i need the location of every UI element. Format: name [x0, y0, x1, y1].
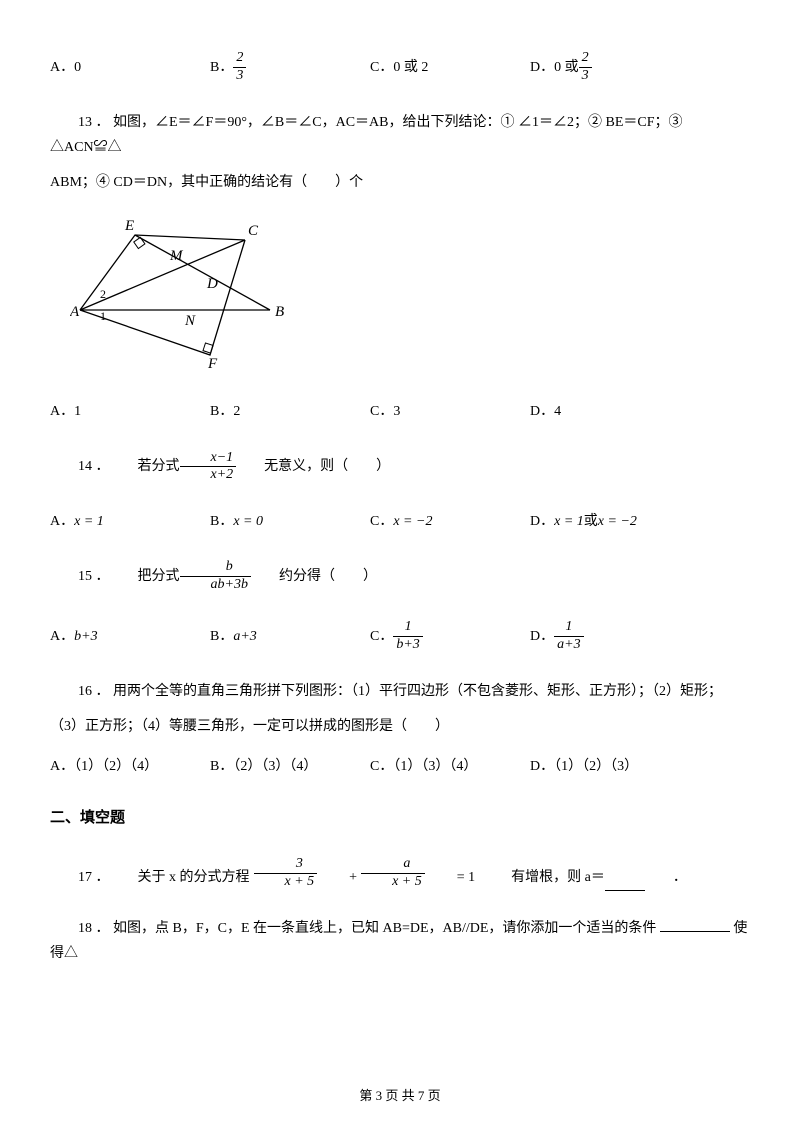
q12-opt-d: D． 0 或 2 3	[530, 50, 690, 85]
q16-stem-cont: （3）正方形；（4）等腰三角形，一定可以拼成的图形是（ ）	[50, 714, 750, 739]
q15-opt-b: B． a+3	[210, 619, 370, 654]
opt-text: a+3	[233, 624, 256, 649]
opt-label: C．	[370, 624, 393, 649]
opt-label: D．	[530, 55, 554, 80]
q13-opt-d: D．4	[530, 399, 690, 424]
opt-text: x = −2	[393, 509, 432, 534]
q14-opt-c: C． x = −2	[370, 509, 530, 534]
q12-opt-b: B． 2 3	[210, 50, 370, 85]
q16-text1: 用两个全等的直角三角形拼下列图形：（1）平行四边形（不包含菱形、矩形、正方形）；…	[113, 684, 722, 699]
q-number: 16 ．	[78, 684, 110, 699]
q14-opt-d: D． x = 1 或 x = −2	[530, 509, 730, 534]
opt-text: x = 0	[233, 509, 263, 534]
fill-blank	[605, 877, 645, 891]
page-footer: 第 3 页 共 7 页	[0, 1084, 800, 1107]
svg-text:2: 2	[100, 287, 106, 301]
q16-opt-c: C．（1）（3）（4）	[370, 754, 530, 779]
svg-text:D: D	[206, 276, 218, 292]
fraction: 2 3	[233, 50, 246, 85]
opt-t2: x = −2	[598, 509, 637, 534]
fraction: b ab+3b	[180, 559, 251, 594]
geometry-figure: A B C D E F M N 1 2	[70, 210, 290, 370]
q18-text1: 如图，点 B，F，C，E 在一条直线上，已知 AB=DE，AB//DE，请你添加…	[113, 921, 656, 936]
q13-opt-a: A．1	[50, 399, 210, 424]
q17-post1: 有增根，则 a＝	[483, 865, 605, 890]
q14-opt-a: A． x = 1	[50, 509, 210, 534]
opt-mid: 或	[584, 509, 598, 534]
svg-text:M: M	[169, 248, 184, 264]
fill-blank	[660, 918, 730, 932]
q15-options: A． b+3 B． a+3 C． 1 b+3 D． 1 a+3	[50, 619, 750, 654]
q-number: 18 ．	[78, 921, 110, 936]
fraction: 2 3	[579, 50, 592, 85]
q17-post2: ．	[645, 865, 687, 890]
q16-opt-a: A．（1）（2）（4）	[50, 754, 210, 779]
q17-pre: 关于 x 的分式方程	[110, 865, 250, 890]
q15-post: 约分得（ ）	[251, 564, 377, 589]
opt-label: D．	[530, 624, 554, 649]
fraction: 1 b+3	[393, 619, 422, 654]
q12-options: A． 0 B． 2 3 C． 0 或 2 D． 0 或 2 3	[50, 50, 750, 85]
opt-label: D．	[530, 509, 554, 534]
q-number: 13 ．	[78, 115, 110, 130]
q13-opt-c: C．3	[370, 399, 530, 424]
q16-opt-d: D．（1）（2）（3）	[530, 754, 690, 779]
opt-t1: x = 1	[554, 509, 584, 534]
q13-opt-b: B．2	[210, 399, 370, 424]
q-number: 15 ．	[50, 564, 110, 589]
q12-opt-a: A． 0	[50, 55, 210, 80]
opt-text: b+3	[74, 624, 97, 649]
opt-pre: 0 或	[554, 55, 579, 80]
svg-text:B: B	[275, 304, 284, 320]
opt-label: A．	[50, 624, 74, 649]
opt-text: x = 1	[74, 509, 104, 534]
svg-text:N: N	[184, 313, 196, 329]
q15-stem: 15 ． 把分式 b ab+3b 约分得（ ）	[50, 559, 377, 594]
plus-sign: +	[321, 865, 357, 890]
q16-opt-b: B．（2）（3）（4）	[210, 754, 370, 779]
opt-label: C．	[370, 509, 393, 534]
q15-opt-c: C． 1 b+3	[370, 619, 530, 654]
q14-post: 无意义，则（ ）	[236, 454, 390, 479]
svg-text:A: A	[70, 304, 80, 320]
q12-opt-c: C． 0 或 2	[370, 55, 530, 80]
q14-stem: 14 ． 若分式 x−1 x+2 无意义，则（ ）	[50, 450, 390, 485]
eq-rhs: = 1	[429, 865, 475, 890]
q13-options: A．1 B．2 C．3 D．4	[50, 399, 750, 424]
q13-stem-cont: ABM；④ CD＝DN，其中正确的结论有（ ）个	[50, 170, 750, 195]
q17-stem: 17 ． 关于 x 的分式方程 3 x + 5 + a x + 5 = 1 有增…	[50, 856, 750, 891]
q-text-line1: 如图，∠E＝∠F＝90°，∠B＝∠C，AC＝AB，给出下列结论：① ∠1＝∠2；…	[50, 115, 683, 155]
svg-text:E: E	[124, 218, 134, 234]
fraction-2: a x + 5	[361, 856, 425, 891]
q14-opt-b: B． x = 0	[210, 509, 370, 534]
opt-label: A．	[50, 55, 74, 80]
svg-text:1: 1	[100, 309, 106, 323]
q14-options: A． x = 1 B． x = 0 C． x = −2 D． x = 1 或 x…	[50, 509, 750, 534]
svg-text:F: F	[207, 356, 218, 370]
q15-opt-a: A． b+3	[50, 619, 210, 654]
opt-label: B．	[210, 509, 233, 534]
opt-label: B．	[210, 624, 233, 649]
q15-pre: 把分式	[110, 564, 180, 589]
svg-text:C: C	[248, 223, 259, 239]
opt-label: C．	[370, 55, 393, 80]
q14-pre: 若分式	[110, 454, 180, 479]
opt-label: A．	[50, 509, 74, 534]
fraction: x−1 x+2	[180, 450, 237, 485]
q18-stem: 18 ． 如图，点 B，F，C，E 在一条直线上，已知 AB=DE，AB//DE…	[50, 916, 750, 966]
opt-label: B．	[210, 55, 233, 80]
q15-opt-d: D． 1 a+3	[530, 619, 690, 654]
q13-stem: 13 ． 如图，∠E＝∠F＝90°，∠B＝∠C，AC＝AB，给出下列结论：① ∠…	[50, 110, 750, 160]
opt-text: 0	[74, 55, 81, 80]
q-number: 14 ．	[50, 454, 110, 479]
q13-diagram: A B C D E F M N 1 2	[70, 210, 750, 379]
q-number: 17 ．	[50, 865, 110, 890]
fraction: 1 a+3	[554, 619, 583, 654]
q16-stem: 16 ． 用两个全等的直角三角形拼下列图形：（1）平行四边形（不包含菱形、矩形、…	[50, 679, 750, 704]
fraction-1: 3 x + 5	[254, 856, 318, 891]
opt-text: 0 或 2	[393, 55, 428, 80]
section-2-heading: 二、填空题	[50, 804, 750, 831]
q16-options: A．（1）（2）（4） B．（2）（3）（4） C．（1）（3）（4） D．（1…	[50, 754, 750, 779]
